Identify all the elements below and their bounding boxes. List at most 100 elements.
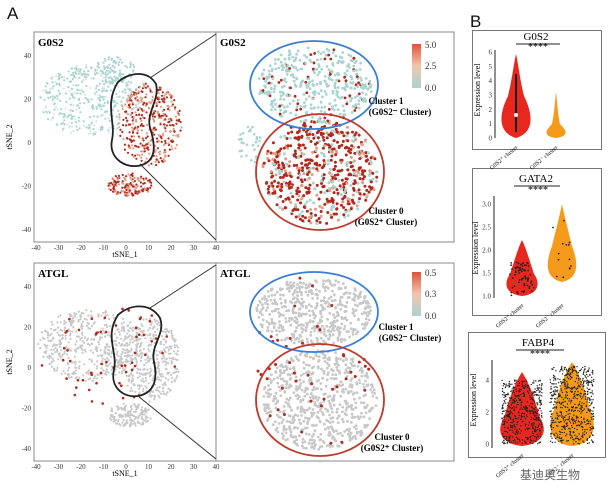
violin-fabp4-dots: [501, 365, 595, 445]
cell-dot: [162, 158, 165, 161]
cell-dot: [83, 93, 87, 96]
cell-dot: [129, 189, 132, 192]
cell-dot: [78, 98, 81, 102]
cell-dot: [122, 419, 125, 422]
cell-dot: [292, 391, 296, 395]
cell-dot: [136, 127, 139, 131]
cell-dot: [267, 392, 270, 395]
cell-dot: [132, 91, 135, 94]
jitter-dot: [527, 428, 529, 430]
cell-dot: [278, 323, 282, 327]
cell-dot: [107, 184, 110, 187]
cell-dot: [292, 335, 296, 339]
jitter-dot: [503, 416, 505, 418]
cell-dot: [300, 388, 304, 392]
cell-dot: [143, 364, 146, 367]
cell-dot: [79, 318, 82, 321]
cell-dot: [265, 152, 269, 156]
cell-dot: [97, 103, 100, 106]
cell-dot: [279, 293, 282, 297]
cell-dot: [139, 99, 142, 102]
cell-dot: [160, 94, 164, 97]
cell-dot: [353, 375, 357, 378]
jitter-dot: [507, 439, 510, 442]
cell-dot: [107, 58, 110, 61]
cell-dot: [118, 113, 121, 116]
violin-gata2-group-1: G0S2⁻ cluster: [535, 303, 565, 330]
cell-dot: [92, 107, 95, 110]
cell-dot: [55, 343, 58, 347]
cell-dot: [269, 381, 273, 385]
jitter-dot: [506, 404, 509, 407]
cell-dot: [117, 122, 120, 125]
cell-dot: [339, 357, 342, 361]
cell-dot: [274, 428, 278, 432]
cell-dot: [118, 125, 121, 129]
cell-dot: [110, 407, 113, 410]
cell-dot: [277, 163, 281, 167]
jitter-dot: [527, 265, 530, 267]
cell-dot: [144, 145, 147, 148]
cell-dot: [274, 391, 278, 395]
cell-dot: [289, 300, 292, 304]
cell-dot: [104, 346, 107, 349]
cell-dot: [353, 287, 357, 291]
jitter-dot: [506, 441, 509, 444]
jitter-dot: [537, 426, 539, 429]
jitter-dot: [511, 286, 514, 289]
cell-dot: [149, 144, 152, 147]
cell-dot: [354, 406, 358, 409]
cell-dot: [59, 99, 62, 102]
cell-dot: [122, 79, 125, 82]
cell-dot: [173, 346, 176, 349]
cell-dot: [70, 73, 73, 76]
cell-dot: [300, 374, 303, 377]
jitter-dot: [510, 421, 512, 424]
cell-dot: [301, 328, 305, 331]
cell-dot: [325, 189, 329, 193]
cell-dot: [292, 415, 295, 419]
cell-dot: [355, 382, 359, 386]
x-tick-label: -30: [54, 463, 64, 471]
cell-dot: [295, 443, 299, 446]
cell-dot: [108, 80, 111, 83]
cell-dot: [153, 394, 156, 397]
cell-dot: [130, 404, 133, 407]
cell-dot: [129, 91, 133, 94]
cell-dot: [317, 217, 321, 220]
cell-dot: [369, 161, 373, 165]
jitter-dot: [503, 394, 505, 396]
cell-dot: [137, 338, 140, 341]
cell-dot: [60, 372, 63, 375]
cell-dot: [322, 413, 325, 417]
cell-dot: [140, 185, 143, 188]
cell-dot: [149, 395, 153, 398]
jitter-dot: [536, 402, 538, 404]
jitter-dot: [535, 429, 537, 432]
cell-dot: [178, 109, 181, 112]
cell-dot: [276, 408, 280, 412]
cell-dot: [136, 185, 139, 188]
cell-dot: [278, 374, 282, 377]
cell-dot: [344, 408, 348, 412]
cell-dot: [279, 389, 282, 392]
cell-dot: [289, 175, 293, 179]
cell-dot: [300, 210, 304, 214]
cell-dot: [170, 334, 173, 337]
cell-dot: [90, 77, 93, 80]
jitter-dot: [538, 391, 540, 393]
cell-dot: [63, 119, 66, 122]
cell-dot: [351, 408, 355, 411]
cell-dot: [59, 314, 62, 317]
cell-dot: [268, 94, 272, 98]
cell-dot: [300, 414, 303, 417]
x-tick-label: -10: [99, 463, 109, 471]
cell-dot: [127, 94, 130, 97]
cell-dot: [334, 279, 338, 283]
cell-dot: [135, 106, 138, 109]
cell-dot: [61, 329, 64, 332]
jitter-dot: [518, 279, 521, 281]
cell-dot: [263, 408, 267, 411]
cell-dot: [74, 355, 77, 358]
cell-dot: [120, 326, 124, 330]
